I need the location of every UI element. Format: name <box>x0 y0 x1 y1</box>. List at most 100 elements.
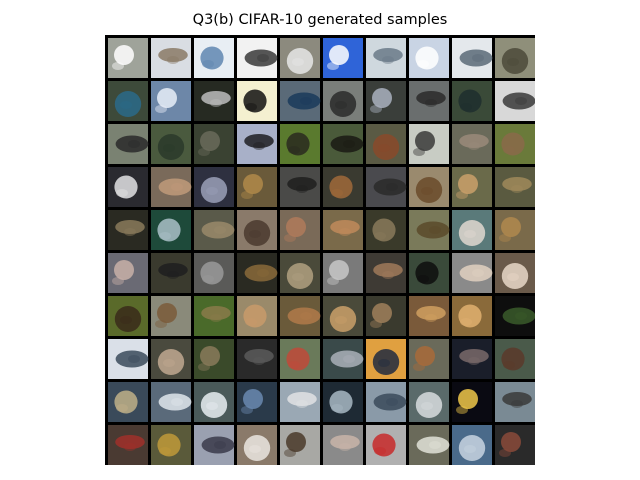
sample-texture <box>507 58 519 66</box>
sample-thumbnail <box>237 124 277 164</box>
sample-subject <box>458 304 482 328</box>
sample-subject <box>114 306 142 332</box>
sample-thumbnail <box>280 81 321 121</box>
sample-thumbnail <box>409 81 449 121</box>
sample-texture <box>417 60 429 68</box>
sample-thumbnail <box>194 167 234 207</box>
sample-thumbnail <box>280 210 320 250</box>
sample-texture <box>327 62 339 70</box>
sample-texture <box>425 99 437 107</box>
sample-thumbnail <box>366 81 406 121</box>
sample-subject <box>114 260 134 280</box>
sample-subject <box>200 261 224 285</box>
sample-texture <box>245 318 257 326</box>
sample-texture <box>421 402 433 410</box>
sample-subject <box>416 436 450 454</box>
sample-texture <box>468 142 480 150</box>
sample-texture <box>284 234 296 242</box>
sample-texture <box>511 185 523 193</box>
sample-thumbnail <box>495 124 535 164</box>
sample-thumbnail <box>366 382 407 422</box>
sample-texture <box>460 318 472 326</box>
sample-thumbnail <box>151 81 191 121</box>
sample-grid <box>105 35 535 465</box>
sample-texture <box>206 187 218 195</box>
sample-thumbnail <box>237 81 277 121</box>
sample-thumbnail <box>151 38 191 78</box>
sample-subject <box>244 264 278 282</box>
sample-thumbnail <box>452 167 492 207</box>
sample-texture <box>499 449 511 457</box>
sample-subject <box>287 177 317 191</box>
sample-texture <box>245 103 257 111</box>
sample-thumbnail <box>151 167 192 207</box>
sample-texture <box>116 189 128 197</box>
sample-texture <box>460 103 472 111</box>
sample-thumbnail <box>237 339 277 379</box>
sample-thumbnail <box>108 296 148 336</box>
sample-subject <box>458 435 486 461</box>
sample-texture <box>159 447 171 455</box>
sample-thumbnail <box>151 425 191 465</box>
sample-texture <box>499 234 511 242</box>
sample-thumbnail <box>237 296 277 336</box>
sample-subject <box>502 177 532 191</box>
sample-texture <box>128 140 140 148</box>
sample-thumbnail <box>194 296 234 336</box>
sample-subject <box>115 435 145 449</box>
sample-subject <box>157 218 181 242</box>
sample-subject <box>243 89 267 113</box>
sample-thumbnail <box>452 339 492 379</box>
sample-subject <box>415 46 439 70</box>
sample-subject <box>286 217 306 237</box>
sample-subject <box>416 306 446 320</box>
sample-texture <box>503 361 515 369</box>
sample-texture <box>128 355 140 363</box>
sample-texture <box>335 316 347 324</box>
sample-subject <box>372 303 392 323</box>
sample-texture <box>464 445 476 453</box>
sample-texture <box>370 105 382 113</box>
sample-texture <box>468 357 480 365</box>
sample-subject <box>373 393 407 411</box>
sample-subject <box>115 220 145 234</box>
sample-texture <box>206 402 218 410</box>
sample-subject <box>330 435 360 449</box>
sample-thumbnail <box>495 382 535 422</box>
sample-texture <box>343 355 355 363</box>
sample-thumbnail <box>452 296 492 336</box>
sample-texture <box>417 275 429 283</box>
sample-texture <box>167 271 179 279</box>
sample-texture <box>386 183 398 191</box>
sample-texture <box>339 228 351 236</box>
sample-subject <box>115 135 149 153</box>
sample-thumbnail <box>452 382 492 422</box>
sample-texture <box>378 144 390 152</box>
sample-subject <box>286 432 306 452</box>
sample-subject <box>501 217 521 237</box>
sample-thumbnail <box>495 167 535 207</box>
sample-subject <box>458 220 486 246</box>
sample-subject <box>200 46 224 70</box>
sample-thumbnail <box>280 296 321 336</box>
sample-subject <box>502 307 535 325</box>
sample-subject <box>329 306 357 332</box>
sample-thumbnail <box>323 167 363 207</box>
sample-texture <box>296 185 308 193</box>
sample-texture <box>413 363 425 371</box>
sample-texture <box>253 357 265 365</box>
sample-subject <box>415 131 435 151</box>
sample-thumbnail <box>366 167 407 207</box>
sample-subject <box>372 433 396 457</box>
sample-subject <box>201 436 235 454</box>
sample-texture <box>331 189 343 197</box>
sample-thumbnail <box>495 81 535 121</box>
sample-texture <box>214 226 226 234</box>
sample-subject <box>501 432 521 452</box>
sample-thumbnail <box>194 38 234 78</box>
sample-subject <box>114 175 138 199</box>
sample-thumbnail <box>409 124 449 164</box>
sample-thumbnail <box>323 296 363 336</box>
sample-texture <box>198 363 210 371</box>
sample-subject <box>115 350 149 368</box>
